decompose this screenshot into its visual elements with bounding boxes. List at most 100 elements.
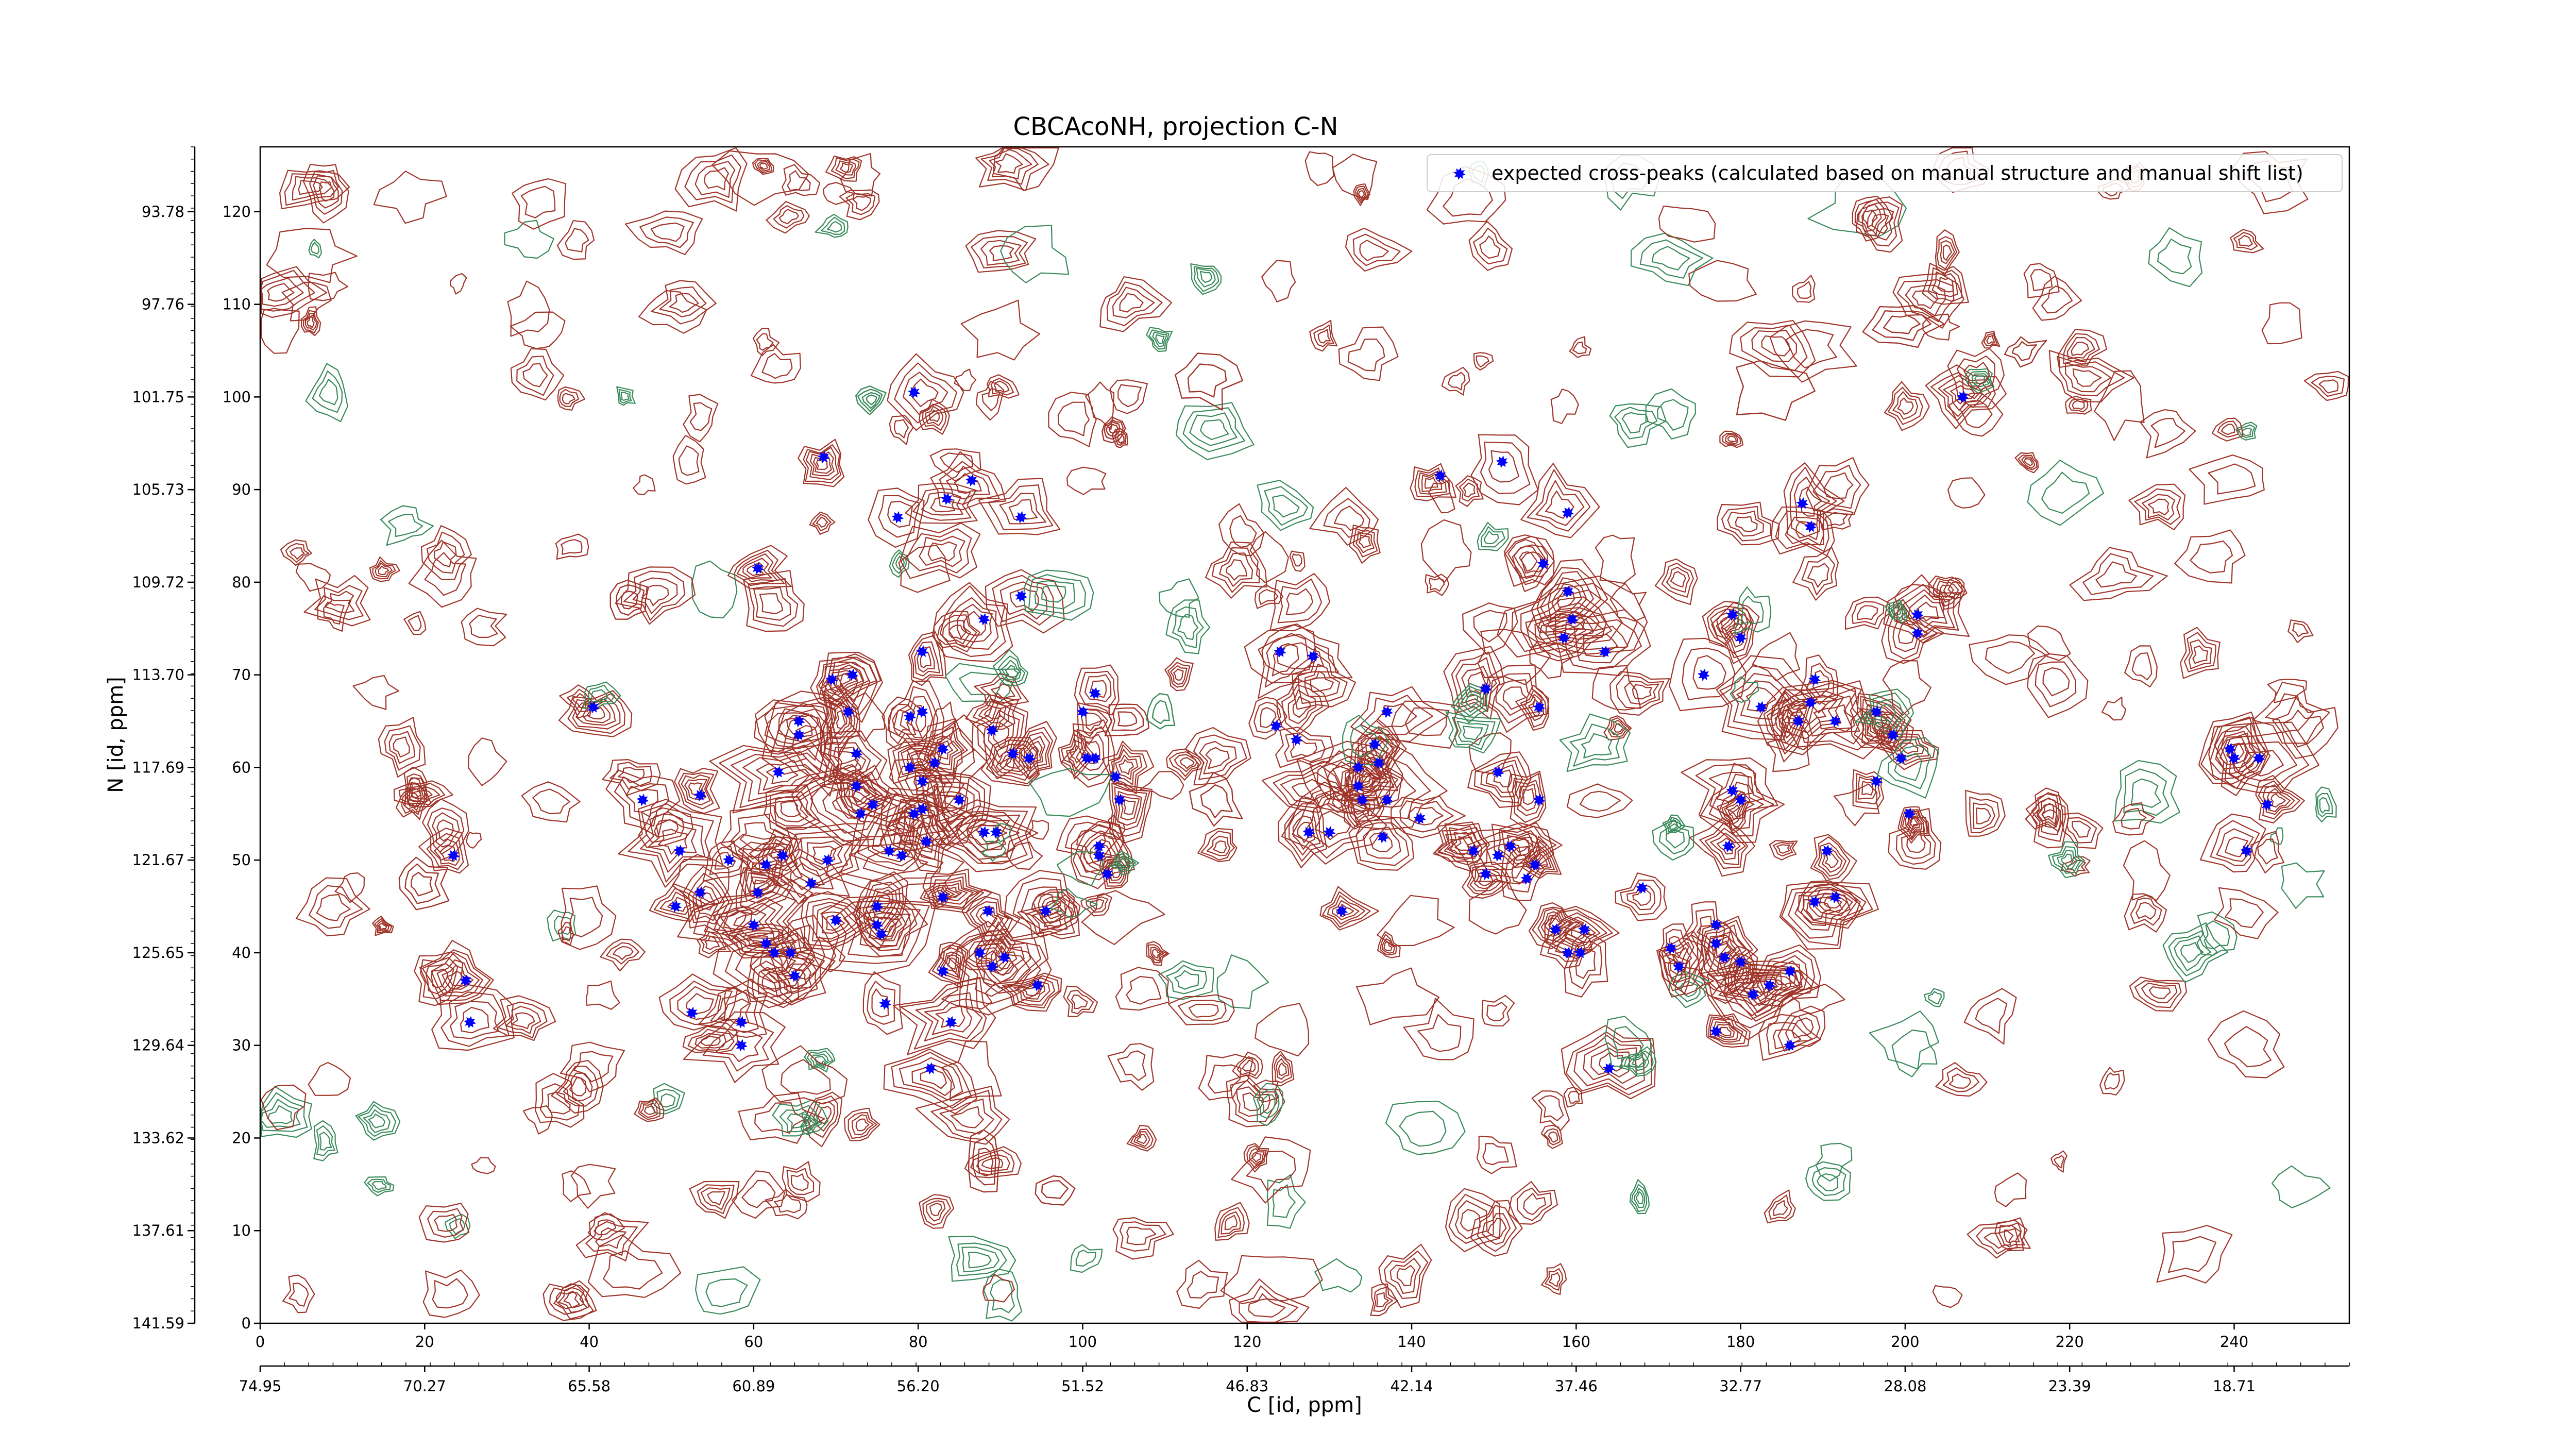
noise-contour [1126,1124,1157,1152]
noise-contour [1922,313,1960,341]
contour-ring [1519,551,1538,572]
contour-ring [1583,1042,1637,1084]
contour-ring [659,891,699,915]
contour-ring [266,228,358,283]
contour-ring [1303,802,1362,848]
contour-ring [1243,1143,1269,1173]
peak-marker [1562,585,1574,598]
contour-ring [1452,822,1554,885]
negative-contour [889,549,910,578]
contour-ring [567,693,625,734]
contour-ring [1770,697,1807,750]
contour-ring [1077,702,1113,745]
contour-ring [2063,333,2100,364]
contour-ring [1001,660,1022,681]
contour-ring [1220,1255,1323,1305]
contour-ring [1266,1174,1306,1229]
noise-contour [960,299,1041,361]
contour-ring [1862,692,1910,734]
contour-ring [1783,462,1845,546]
contour-ring [393,780,453,808]
contour-ring [387,514,423,537]
contour-ring [1117,384,1142,408]
noise-contour [1752,632,1801,682]
contour-ring [948,1236,1016,1282]
noise-contour [1164,657,1194,692]
contour-ring [702,840,752,882]
contour-ring [903,806,946,861]
contour-ring [368,1114,386,1128]
contour-ring [1460,1209,1481,1232]
noise-contour [932,701,956,740]
contour-ring [650,1083,685,1115]
peak-marker [1804,696,1817,709]
contour-ring [1377,895,1455,947]
peak-markers [447,386,2274,1075]
contour-ring [1008,499,1038,520]
negative-contour [1815,1142,1853,1182]
contour-ring [418,828,469,874]
contour-ring [2258,780,2300,820]
contour-ring [1901,823,1931,860]
noise-contour [929,448,981,482]
contour-ring [1610,719,1627,735]
contour-ring [1504,846,1540,893]
contour-ring [1559,916,1601,948]
contour-ring [562,393,575,405]
contour-ring [821,911,850,934]
contour-ring [825,155,862,182]
noise-contour [2140,409,2196,459]
peak-marker [937,965,950,978]
contour-ring [1947,477,1986,509]
contour-ring [1345,227,1413,272]
peak-marker [1709,1025,1722,1038]
contour-ring [1230,1080,1278,1122]
noise-contour [2069,547,2168,601]
contour-ring [1272,494,1300,518]
contour-ring [824,656,878,716]
noise-contour [1189,772,1243,827]
negative-contour [582,681,621,711]
contour-ring [848,1111,877,1139]
contour-ring [1058,729,1095,780]
peak-marker [1911,608,1924,621]
noise-contour [732,1170,785,1219]
contour-ring [1858,204,1882,232]
contour-ring [1883,315,1921,334]
noise-contour [1035,1175,1076,1206]
peak-marker [1274,645,1286,658]
contour-ring [279,170,350,209]
contour-ring [295,563,331,592]
contour-ring [1126,1226,1157,1245]
contour-ring [1719,430,1744,448]
contour-ring [2052,846,2081,874]
noise-contour [1104,703,1149,736]
contour-ring [1708,773,1774,837]
contour-ring [1175,352,1243,411]
contour-ring [594,1219,617,1236]
contour-ring [616,386,636,406]
contour-ring [369,556,400,582]
contour-ring [2025,792,2070,849]
contour-ring [1639,239,1704,279]
noise-contour [1470,1200,1523,1257]
contour-ring [1897,806,1930,844]
contour-ring [1629,1179,1650,1215]
contour-ring [1383,940,1393,951]
contour-ring [469,614,498,638]
contour-ring [1495,679,1536,716]
contour-ring [1447,372,1466,391]
noise-contour [752,328,780,357]
contour-ring [972,698,1013,728]
noise-contour [1345,227,1413,272]
contour-ring [1147,944,1168,964]
contour-ring [2214,887,2279,939]
contour-ring [1805,457,1870,515]
contour-ring [2150,418,2185,448]
contour-ring [989,245,1014,261]
noise-contour [1529,641,1574,679]
contour-ring [1604,1016,1653,1068]
contour-ring [694,1033,727,1049]
contour-ring [1720,612,1752,653]
peak-contour [1077,702,1113,745]
